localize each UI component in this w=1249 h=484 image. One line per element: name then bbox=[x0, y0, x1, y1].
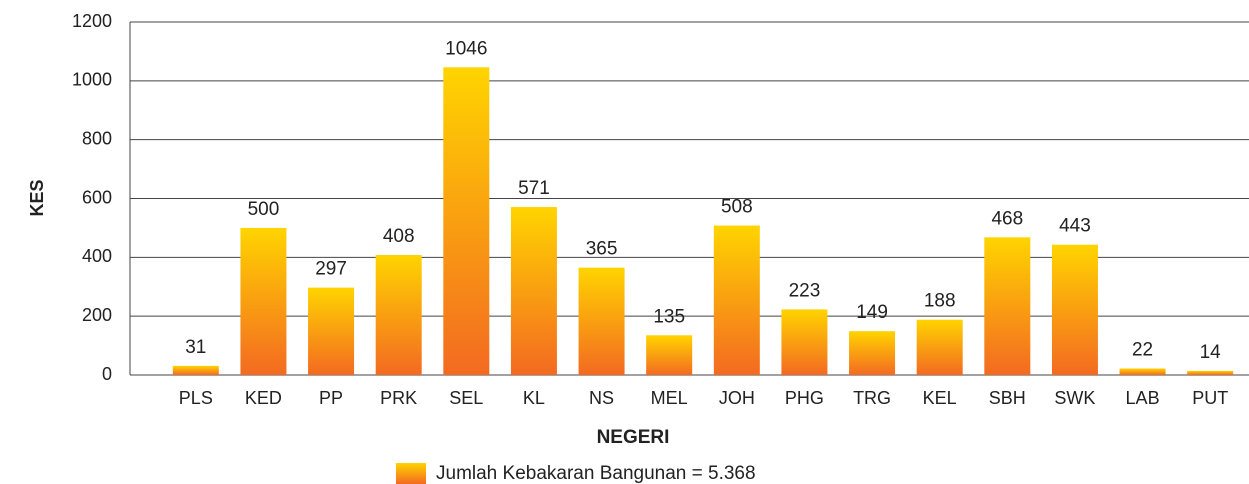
data-label: 22 bbox=[1132, 340, 1153, 361]
data-label: 14 bbox=[1200, 342, 1222, 363]
data-label: 508 bbox=[721, 197, 753, 218]
y-tick-label: 200 bbox=[82, 305, 112, 325]
x-tick-label: LAB bbox=[1126, 388, 1160, 408]
x-tick-label: PHG bbox=[785, 388, 824, 408]
x-tick-label: SBH bbox=[989, 388, 1026, 408]
bar bbox=[240, 227, 287, 375]
y-tick-label: 400 bbox=[82, 246, 112, 266]
y-tick-label: 0 bbox=[102, 364, 112, 384]
data-label: 1046 bbox=[445, 38, 487, 59]
x-tick-label: KL bbox=[523, 388, 545, 408]
y-tick-label: 800 bbox=[82, 128, 112, 148]
x-tick-label: SWK bbox=[1054, 388, 1095, 408]
y-tick-label: 1200 bbox=[72, 11, 112, 31]
bar bbox=[1051, 244, 1098, 375]
bar bbox=[1119, 368, 1166, 375]
data-label: 188 bbox=[924, 291, 956, 312]
y-tick-label: 1000 bbox=[72, 70, 112, 90]
bar bbox=[510, 207, 557, 375]
bar bbox=[849, 331, 896, 375]
x-tick-label: KED bbox=[245, 388, 282, 408]
data-label: 135 bbox=[653, 306, 685, 327]
x-tick-label: KEL bbox=[923, 388, 957, 408]
bar bbox=[916, 319, 963, 375]
bar bbox=[375, 254, 422, 375]
data-label: 500 bbox=[248, 199, 280, 220]
x-axis-title: NEGERI bbox=[597, 427, 670, 448]
data-label: 31 bbox=[185, 337, 206, 358]
legend-swatch bbox=[396, 463, 426, 484]
x-tick-label: PRK bbox=[380, 388, 417, 408]
data-label: 149 bbox=[856, 302, 888, 323]
bar bbox=[578, 267, 625, 375]
data-label: 223 bbox=[789, 280, 821, 301]
bar bbox=[1187, 370, 1234, 375]
bar bbox=[781, 309, 828, 375]
data-label: 297 bbox=[315, 259, 347, 280]
data-label: 443 bbox=[1059, 216, 1091, 237]
y-axis-title: KES bbox=[27, 179, 47, 216]
bar bbox=[308, 287, 355, 375]
bar bbox=[443, 67, 490, 375]
y-tick-label: 600 bbox=[82, 187, 112, 207]
x-tick-label: PLS bbox=[179, 388, 213, 408]
x-tick-label: TRG bbox=[853, 388, 891, 408]
bar bbox=[646, 335, 693, 375]
data-label: 408 bbox=[383, 226, 415, 247]
x-tick-label: NS bbox=[589, 388, 614, 408]
data-label: 365 bbox=[586, 239, 618, 260]
x-tick-label: PP bbox=[319, 388, 343, 408]
x-tick-label: PUT bbox=[1192, 388, 1228, 408]
bar bbox=[984, 237, 1031, 375]
x-tick-label: SEL bbox=[449, 388, 483, 408]
data-label: 571 bbox=[518, 178, 550, 199]
x-tick-label: JOH bbox=[719, 388, 755, 408]
x-tick-label: MEL bbox=[651, 388, 688, 408]
bar bbox=[713, 225, 760, 375]
data-label: 468 bbox=[991, 208, 1023, 229]
legend-label: Jumlah Kebakaran Bangunan = 5.368 bbox=[436, 463, 756, 484]
bar bbox=[172, 365, 219, 375]
